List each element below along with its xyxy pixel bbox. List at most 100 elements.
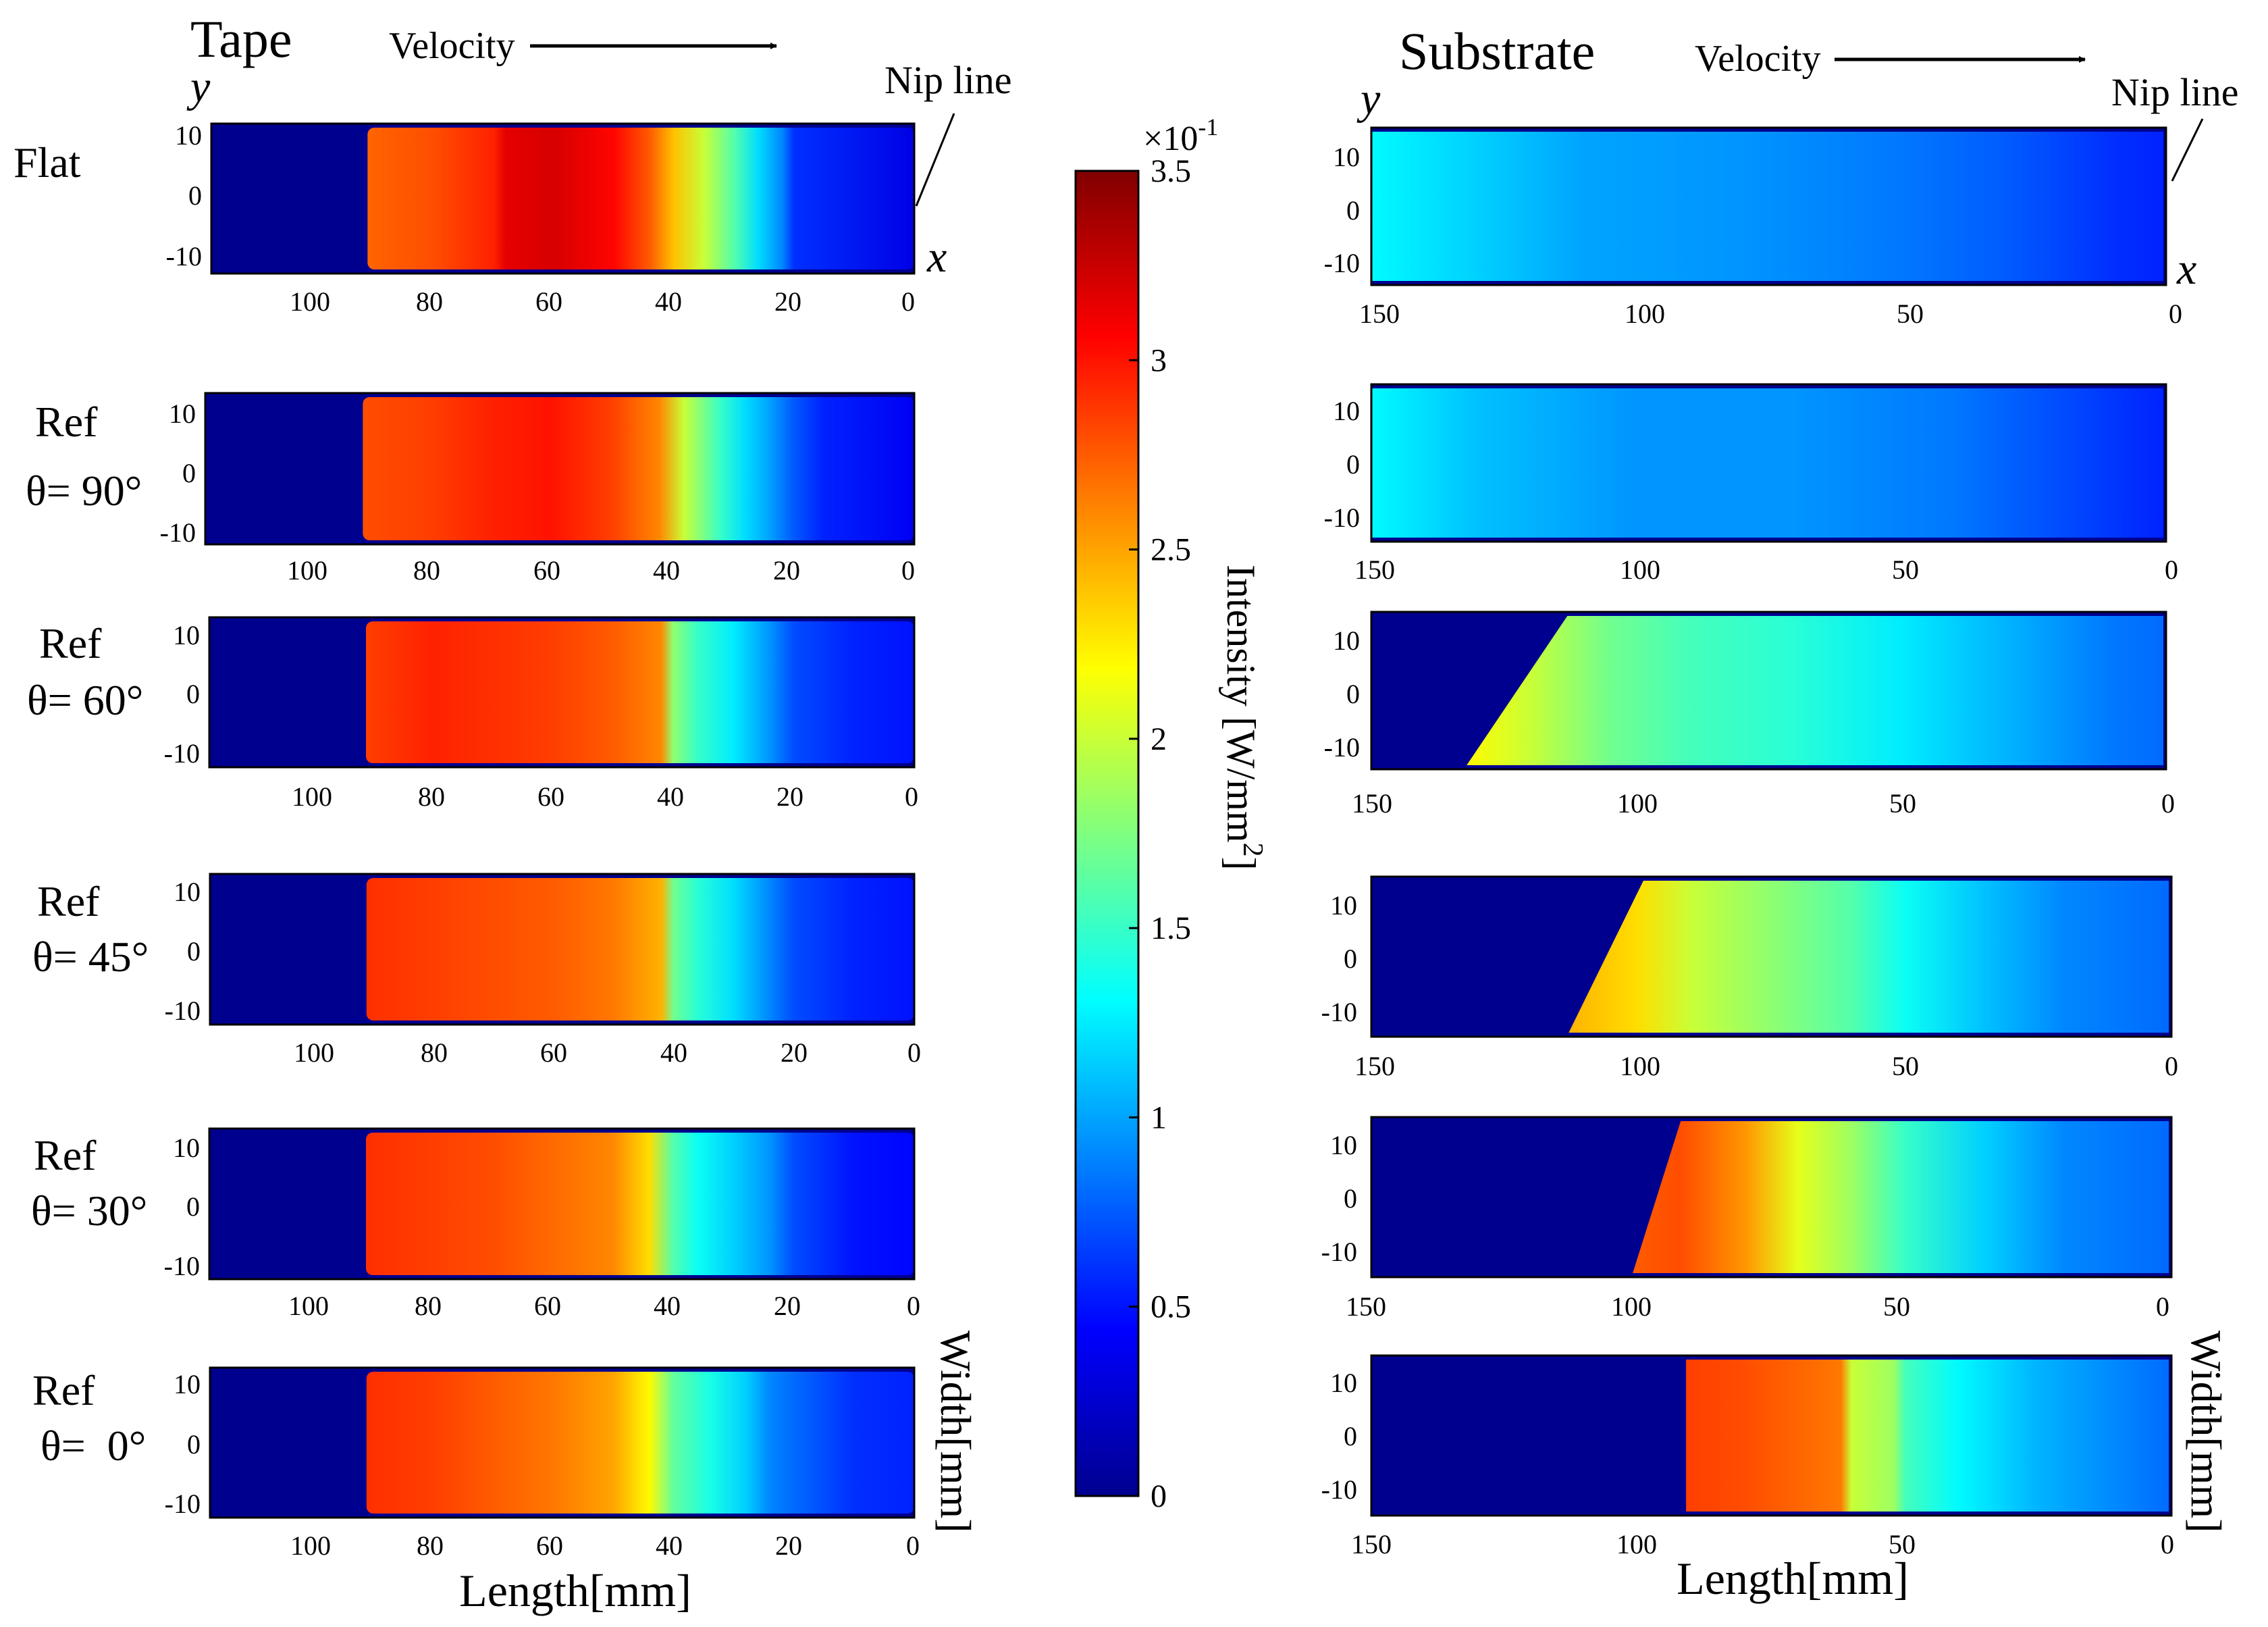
- row-label-theta-60: θ= 60°: [27, 676, 143, 724]
- substrate-y-tick-label: 0: [1346, 449, 1360, 480]
- colorbar-exponent: ×10-1: [1143, 113, 1218, 158]
- colorbar-tick-label: 2: [1151, 721, 1167, 757]
- substrate-x-tick-label: 150: [1346, 1291, 1386, 1322]
- tape-x-tick-label: 40: [660, 1037, 687, 1068]
- colorbar-exponent-power: -1: [1198, 113, 1218, 140]
- tape-y-tick-label: 10: [175, 120, 202, 151]
- colorbar-tick-label: 2.5: [1151, 532, 1191, 568]
- tape-panel-frame: [209, 873, 916, 1026]
- substrate-nip-pointer: [2171, 118, 2204, 182]
- tape-x-tick-label: 20: [781, 1037, 808, 1068]
- substrate-panel-frame: [1370, 1116, 2173, 1279]
- tape-y-tick-label: -10: [166, 241, 202, 272]
- tape-x-tick-label: 80: [413, 555, 440, 586]
- substrate-x-tick-label: 50: [1889, 1529, 1916, 1559]
- substrate-x-tick-label: 50: [1897, 299, 1924, 329]
- tape-y-axis-letter: y: [186, 62, 211, 111]
- substrate-y-tick-label: 10: [1333, 396, 1360, 426]
- tape-y-tick-label: 10: [174, 877, 201, 907]
- substrate-heat-region: [1371, 132, 2163, 281]
- substrate-y-tick-label: 0: [1344, 1183, 1357, 1214]
- substrate-x-tick-label: 150: [1354, 1051, 1395, 1081]
- tape-x-tick-label: 0: [906, 1530, 920, 1561]
- tape-nip-label: Nip line: [885, 58, 1011, 102]
- tape-x-tick-label: 60: [534, 1291, 561, 1321]
- tape-x-tick-label: 40: [654, 1291, 681, 1321]
- tape-y-tick-label: 0: [186, 1191, 200, 1222]
- tape-x-tick-label: 80: [416, 286, 443, 317]
- tape-x-tick-label: 100: [294, 1037, 334, 1068]
- tape-panel-frame: [208, 1127, 916, 1281]
- tape-panel-frame: [209, 1366, 916, 1519]
- tape-x-tick-label: 100: [290, 1530, 331, 1561]
- tape-velocity-label: Velocity: [389, 25, 515, 67]
- row-label-theta-90: θ= 90°: [26, 467, 142, 515]
- tape-y-tick-label: 0: [188, 180, 202, 211]
- tape-heat-region: [366, 621, 914, 763]
- substrate-x-tick-label: 100: [1617, 788, 1658, 819]
- substrate-x-tick-label: 150: [1352, 788, 1392, 819]
- tape-nip-pointer: [915, 113, 955, 207]
- tape-y-tick-label: 0: [186, 679, 200, 709]
- substrate-x-tick-label: 100: [1625, 299, 1665, 329]
- substrate-x-tick-label: 0: [2161, 788, 2175, 819]
- colorbar-label-exponent: 2: [1237, 843, 1268, 857]
- tape-x-tick-label: 60: [535, 286, 562, 317]
- substrate-x-tick-label: 0: [2156, 1291, 2169, 1322]
- colorbar-tick-label: 3: [1151, 342, 1167, 378]
- substrate-x-tick-label: 0: [2161, 1529, 2174, 1559]
- tape-y-tick-label: -10: [164, 738, 200, 769]
- substrate-velocity-label: Velocity: [1695, 38, 1821, 80]
- substrate-y-tick-label: 0: [1346, 195, 1360, 226]
- tape-y-tick-label: -10: [164, 1251, 200, 1281]
- substrate-y-tick-label: 0: [1344, 1421, 1357, 1451]
- substrate-title: Substrate: [1399, 22, 1595, 80]
- tape-x-tick-label: 0: [907, 1037, 921, 1068]
- substrate-y-tick-label: -10: [1321, 997, 1357, 1027]
- colorbar-ticks: 0 0.5 1 1.5 2 2.5 3 3.5: [1129, 153, 1191, 1514]
- tape-y-tick-label: 0: [187, 936, 201, 966]
- tape-heat-region: [366, 1372, 914, 1514]
- tape-x-tick-label: 0: [905, 781, 918, 812]
- row-label-theta-45: θ= 45°: [32, 933, 149, 981]
- colorbar-tick-label: 3.5: [1151, 153, 1191, 189]
- substrate-x-tick-label: 100: [1616, 1529, 1657, 1559]
- substrate-x-axis-title: Length[mm]: [1677, 1553, 1909, 1604]
- substrate-x-tick-label: 0: [2165, 1051, 2178, 1081]
- substrate-y-axis-letter: y: [1356, 74, 1381, 124]
- tape-y-tick-label: -10: [165, 996, 201, 1026]
- tape-x-tick-label: 100: [288, 1291, 329, 1321]
- tape-y-tick-label: -10: [165, 1489, 201, 1519]
- tape-x-tick-label: 0: [907, 1291, 920, 1321]
- substrate-x-tick-label: 50: [1889, 788, 1916, 819]
- tape-x-tick-label: 80: [421, 1037, 448, 1068]
- tape-x-tick-label: 20: [776, 781, 803, 812]
- tape-x-tick-label: 80: [418, 781, 445, 812]
- substrate-y-axis-title: Width[mm]: [2182, 1331, 2230, 1533]
- substrate-heat-region: [1686, 1360, 2169, 1512]
- substrate-y-tick-label: 10: [1330, 890, 1357, 921]
- substrate-heat-region: [1371, 388, 2163, 538]
- tape-y-tick-label: 0: [182, 458, 196, 488]
- substrate-panel-frame: [1370, 126, 2167, 286]
- substrate-x-tick-label: 100: [1611, 1291, 1652, 1322]
- tape-heat-region: [366, 1133, 914, 1275]
- substrate-y-tick-label: -10: [1321, 1237, 1357, 1267]
- tape-x-tick-label: 20: [773, 555, 800, 586]
- substrate-panel-frame: [1370, 611, 2167, 771]
- substrate-x-tick-label: 0: [2165, 554, 2178, 585]
- tape-title: Tape: [190, 9, 292, 68]
- tape-y-tick-label: 10: [169, 398, 196, 429]
- tape-x-tick-label: 100: [287, 555, 327, 586]
- tape-x-tick-label: 40: [653, 555, 680, 586]
- tape-x-tick-label: 40: [656, 1530, 683, 1561]
- substrate-x-tick-label: 150: [1351, 1529, 1392, 1559]
- substrate-heat-region: [1633, 1121, 2169, 1273]
